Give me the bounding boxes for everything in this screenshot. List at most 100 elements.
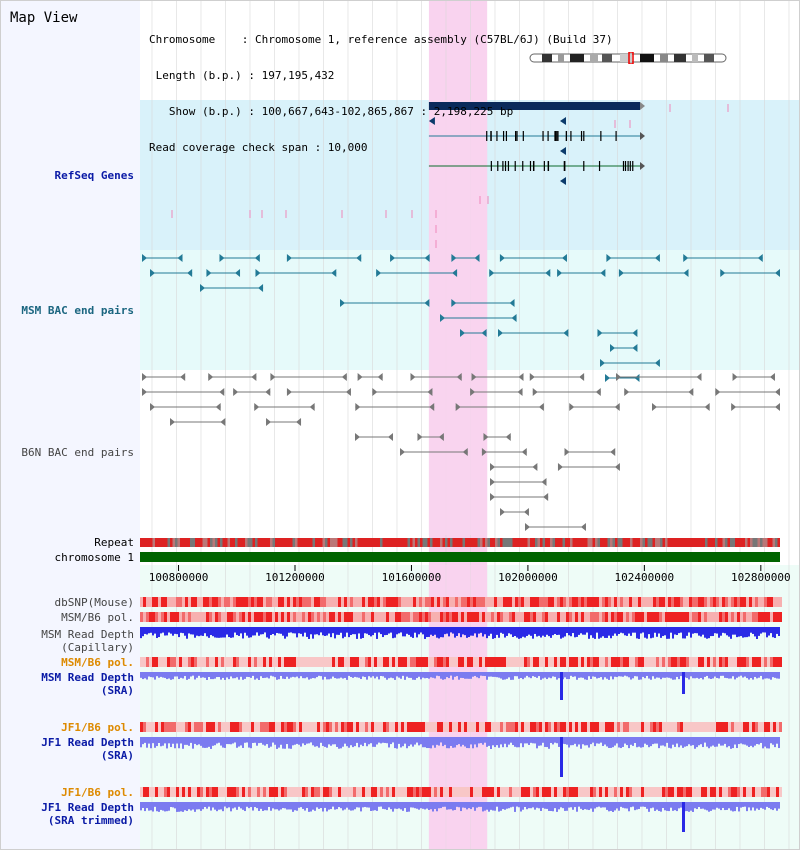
read-depth-spike xyxy=(682,802,685,832)
polymorphism-mark xyxy=(236,657,239,667)
polymorphism-mark xyxy=(467,722,470,732)
read-depth-bar xyxy=(700,627,702,637)
polymorphism-mark xyxy=(752,722,755,732)
read-depth-bar xyxy=(344,802,346,810)
repeat-mark xyxy=(195,538,198,547)
polymorphism-mark xyxy=(476,597,479,607)
polymorphism-mark xyxy=(734,612,737,622)
repeat-mark xyxy=(705,538,708,547)
read-depth-bar xyxy=(236,802,238,810)
polymorphism-mark xyxy=(656,787,659,797)
read-depth-bar xyxy=(502,802,504,810)
read-depth-bar xyxy=(766,802,768,807)
read-depth-bar xyxy=(606,672,608,679)
read-depth-bar xyxy=(142,627,144,637)
polymorphism-mark xyxy=(224,612,227,622)
polymorphism-mark xyxy=(344,787,347,797)
read-depth-bar xyxy=(204,802,206,808)
read-depth-bar xyxy=(314,672,316,679)
read-depth-bar xyxy=(452,737,454,748)
polymorphism-mark xyxy=(485,787,488,797)
read-depth-bar xyxy=(492,672,494,677)
polymorphism-mark xyxy=(545,597,548,607)
read-depth-bar xyxy=(374,627,376,633)
read-depth-bar xyxy=(748,627,750,637)
read-depth-bar xyxy=(398,802,400,809)
polymorphism-mark xyxy=(338,597,341,607)
polymorphism-mark xyxy=(542,597,545,607)
read-depth-bar xyxy=(450,672,452,676)
polymorphism-mark xyxy=(737,597,740,607)
read-depth-bar xyxy=(670,672,672,679)
read-depth-bar xyxy=(540,737,542,746)
read-depth-bar xyxy=(410,802,412,808)
polymorphism-mark xyxy=(653,657,656,667)
read-depth-bar xyxy=(758,672,760,678)
genome-browser-canvas[interactable] xyxy=(140,0,800,850)
read-depth-bar xyxy=(212,737,214,746)
read-depth-bar xyxy=(694,627,696,634)
read-depth-bar xyxy=(350,737,352,746)
polymorphism-mark xyxy=(374,597,377,607)
polymorphism-mark xyxy=(557,597,560,607)
read-depth-bar xyxy=(144,672,146,679)
read-depth-bar xyxy=(332,627,334,634)
polymorphism-mark xyxy=(602,722,605,732)
polymorphism-mark xyxy=(278,597,281,607)
read-depth-bar xyxy=(650,802,652,809)
read-depth-bar xyxy=(512,627,514,638)
read-depth-bar xyxy=(612,627,614,636)
b6n-bac-end xyxy=(541,478,547,486)
polymorphism-mark xyxy=(698,722,701,732)
read-depth-bar xyxy=(290,737,292,749)
read-depth-bar xyxy=(556,802,558,812)
read-depth-bar xyxy=(338,802,340,808)
repeat-mark xyxy=(412,538,415,547)
read-depth-bar xyxy=(360,737,362,745)
polymorphism-mark xyxy=(464,657,467,667)
polymorphism-mark xyxy=(284,722,287,732)
polymorphism-mark xyxy=(479,597,482,607)
repeat-mark xyxy=(650,538,653,547)
polymorphism-mark xyxy=(212,722,215,732)
repeat-mark xyxy=(230,538,233,547)
read-depth-bar xyxy=(376,672,378,677)
polymorphism-mark xyxy=(437,657,440,667)
read-depth-bar xyxy=(184,627,186,636)
polymorphism-mark xyxy=(188,657,191,667)
polymorphism-mark xyxy=(443,657,446,667)
read-depth-bar xyxy=(564,802,566,811)
read-depth-bar xyxy=(324,802,326,808)
polymorphism-mark xyxy=(308,597,311,607)
polymorphism-mark xyxy=(308,787,311,797)
read-depth-bar xyxy=(440,802,442,809)
polymorphism-mark xyxy=(512,657,515,667)
read-depth-bar xyxy=(702,672,704,680)
read-depth-bar xyxy=(692,672,694,679)
polymorphism-mark xyxy=(272,657,275,667)
label-jf1-depth-sra: JF1 Read Depth xyxy=(41,736,134,749)
polymorphism-mark xyxy=(461,612,464,622)
polymorphism-mark xyxy=(356,787,359,797)
read-depth-bar xyxy=(618,672,620,677)
read-depth-bar xyxy=(678,627,680,634)
polymorphism-mark xyxy=(197,787,200,797)
read-depth-bar xyxy=(262,802,264,811)
read-depth-bar xyxy=(748,802,750,808)
polymorphism-mark xyxy=(620,787,623,797)
polymorphism-mark xyxy=(710,657,713,667)
polymorphism-mark xyxy=(167,657,170,667)
read-depth-bar xyxy=(736,737,738,749)
read-depth-bar xyxy=(538,627,540,636)
label-msm-depth-cap-2: (Capillary) xyxy=(61,641,134,654)
repeat-mark xyxy=(207,538,210,547)
b6n-bac-end xyxy=(505,433,511,441)
read-depth-bar xyxy=(434,627,436,635)
repeat-mark xyxy=(590,538,593,547)
repeat-mark xyxy=(695,538,698,547)
chromosome-ideogram[interactable] xyxy=(528,52,730,64)
read-depth-bar xyxy=(536,672,538,678)
polymorphism-mark xyxy=(362,612,365,622)
repeat-mark xyxy=(455,538,458,547)
polymorphism-mark xyxy=(365,612,368,622)
